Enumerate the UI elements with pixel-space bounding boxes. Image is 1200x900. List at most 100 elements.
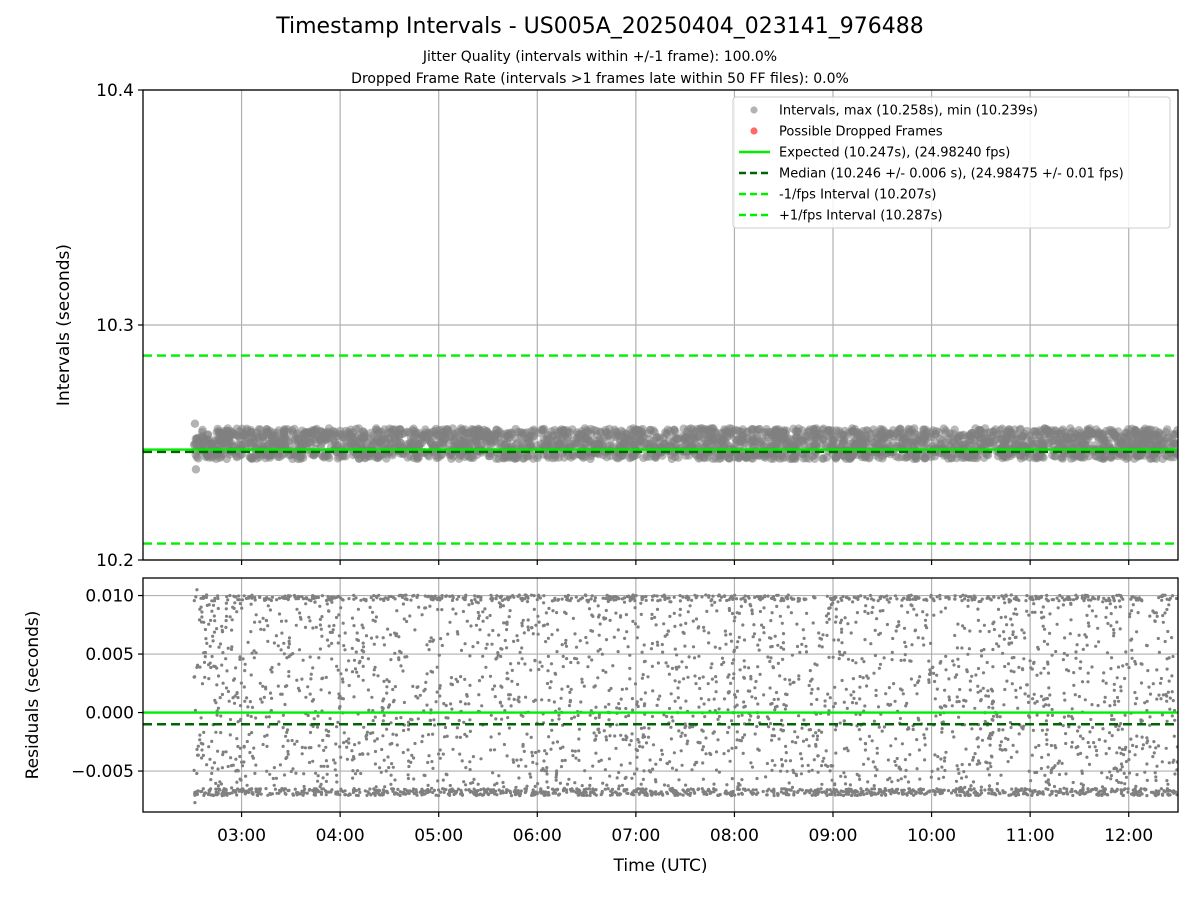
residual-point — [738, 668, 742, 672]
interval-point — [630, 451, 639, 460]
residual-point — [508, 595, 512, 600]
interval-point — [1173, 426, 1178, 435]
residual-point — [205, 641, 209, 646]
residual-point — [837, 657, 841, 661]
residual-point — [831, 705, 836, 709]
interval-point — [408, 439, 417, 449]
interval-point — [752, 437, 761, 446]
residual-point — [973, 706, 977, 710]
residual-point — [832, 787, 836, 791]
residual-point — [576, 599, 581, 603]
residual-point — [1070, 740, 1074, 744]
residual-point — [451, 607, 455, 611]
residual-point — [355, 769, 360, 773]
residual-point — [890, 789, 894, 793]
residual-point — [502, 742, 506, 747]
residual-point — [992, 627, 997, 632]
interval-point — [773, 452, 782, 461]
residual-point — [219, 782, 223, 786]
residual-point — [476, 641, 480, 645]
residual-point — [1039, 671, 1043, 675]
residual-point — [496, 651, 500, 655]
residual-point — [1130, 637, 1134, 641]
residual-point — [737, 635, 741, 639]
residual-point — [604, 638, 609, 642]
interval-point — [421, 435, 431, 445]
residual-point — [342, 731, 346, 735]
residual-point — [976, 690, 980, 694]
residual-point — [812, 758, 816, 762]
interval-point — [544, 453, 553, 462]
residual-point — [876, 705, 881, 709]
residual-point — [335, 725, 339, 729]
residual-point — [350, 749, 354, 753]
residual-point — [1014, 688, 1018, 693]
residual-point — [596, 649, 600, 653]
interval-point — [872, 433, 882, 442]
residual-point — [1048, 793, 1052, 797]
residual-point — [352, 695, 356, 699]
residual-point — [357, 741, 361, 745]
residual-point — [824, 749, 828, 753]
residual-point — [1110, 713, 1114, 718]
residual-point — [925, 613, 929, 617]
residual-point — [564, 644, 569, 648]
residual-point — [509, 704, 513, 708]
residual-point — [668, 760, 672, 764]
residual-point — [906, 610, 910, 614]
interval-point — [318, 452, 327, 461]
residual-point — [859, 594, 863, 598]
interval-point — [213, 424, 222, 434]
residual-point — [357, 787, 361, 792]
residual-point — [816, 754, 820, 758]
interval-point — [670, 425, 679, 435]
residual-point — [925, 727, 929, 731]
residual-point — [517, 695, 521, 699]
residual-point — [1028, 659, 1032, 663]
residual-point — [1040, 728, 1044, 732]
scatter-points — [192, 588, 1178, 805]
residual-point — [875, 751, 879, 755]
residual-point — [769, 645, 773, 649]
residual-point — [935, 787, 939, 791]
residual-point — [1103, 739, 1107, 743]
residual-point — [873, 774, 878, 778]
residual-point — [576, 713, 580, 718]
residual-point — [860, 657, 864, 661]
residual-point — [1126, 787, 1130, 791]
interval-point — [780, 452, 790, 462]
residual-point — [1130, 656, 1134, 660]
residual-point — [1060, 596, 1064, 600]
residual-point — [468, 768, 472, 772]
residual-point — [618, 707, 622, 711]
interval-point — [656, 442, 665, 451]
residual-point — [553, 596, 557, 601]
residual-point — [377, 593, 381, 597]
interval-point — [198, 425, 207, 435]
residual-point — [380, 747, 384, 752]
residual-point — [549, 747, 553, 751]
residual-point — [259, 792, 263, 796]
residual-point — [740, 778, 744, 782]
residual-point — [1136, 611, 1140, 615]
residual-point — [929, 775, 933, 779]
residual-point — [1061, 658, 1065, 662]
residual-point — [790, 740, 795, 744]
residual-point — [286, 749, 290, 754]
interval-point — [651, 453, 660, 462]
residual-point — [556, 628, 560, 632]
residual-point — [732, 672, 736, 676]
residual-point — [958, 687, 962, 692]
residual-point — [722, 697, 727, 701]
residual-point — [352, 593, 356, 598]
residual-point — [279, 648, 283, 652]
residual-point — [414, 788, 418, 792]
residual-point — [1050, 789, 1054, 793]
residual-point — [672, 751, 677, 755]
residual-point — [266, 604, 270, 608]
interval-point — [559, 426, 569, 435]
interval-point — [410, 432, 419, 442]
residual-point — [196, 753, 200, 757]
residual-point — [986, 767, 990, 771]
